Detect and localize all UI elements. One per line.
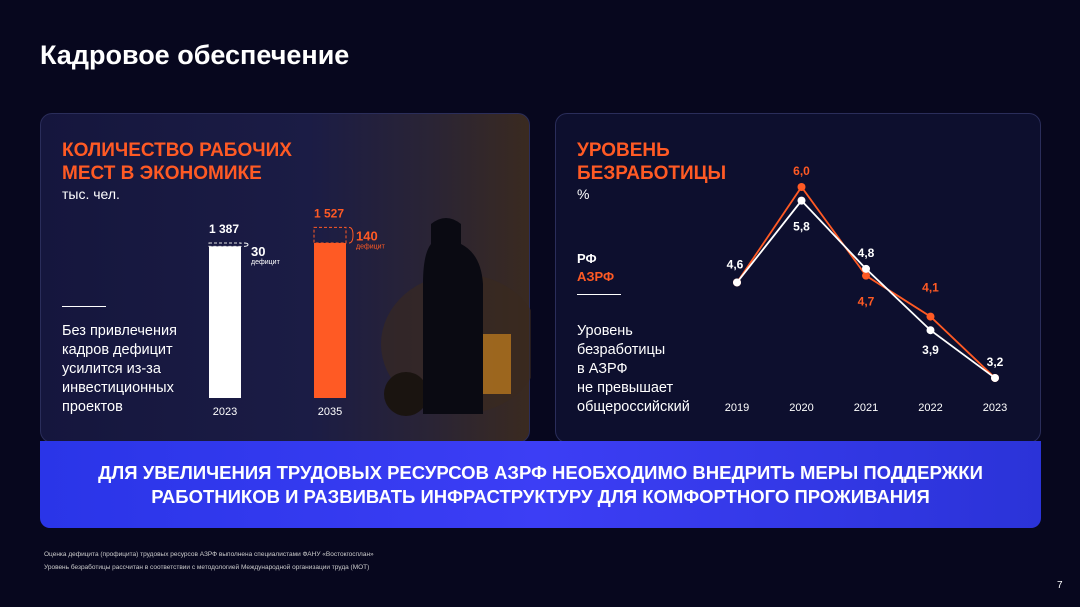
note-line: проектов <box>62 399 123 415</box>
point-РФ <box>733 278 741 287</box>
point-РФ <box>991 373 999 382</box>
data-label: 4,6 <box>727 257 744 271</box>
note-line: безработицы <box>577 342 666 358</box>
point-АЗРФ <box>926 312 935 321</box>
deficit-caption: дефицит <box>356 243 386 250</box>
x-tick-label: 2023 <box>983 402 1007 414</box>
x-tick-label: 2019 <box>725 402 749 414</box>
point-АЗРФ <box>862 271 870 280</box>
bar-value-label: 1 387 <box>209 222 239 236</box>
bar-value-label: 1 527 <box>314 206 344 220</box>
data-label: 4,7 <box>858 295 875 309</box>
bar-2023 <box>209 246 241 398</box>
note-line: не превышает <box>577 380 674 396</box>
footnote: Уровень безработицы рассчитан в соответс… <box>44 564 370 571</box>
note-line: Без привлечения <box>62 323 177 339</box>
x-tick-label: 2022 <box>918 402 942 414</box>
jobs-title-line2: МЕСТ В ЭКОНОМИКЕ <box>62 163 262 184</box>
unemployment-unit: % <box>577 186 590 202</box>
footnote: Оценка дефицита (профицита) трудовых рес… <box>44 551 374 558</box>
divider <box>62 306 106 307</box>
x-tick-label: 2023 <box>213 406 237 418</box>
jobs-card: КОЛИЧЕСТВО РАБОЧИХ МЕСТ В ЭКОНОМИКЕ тыс.… <box>40 113 531 443</box>
legend-azrf: АЗРФ <box>577 269 615 284</box>
deficit-caption: дефицит <box>251 259 281 266</box>
unemployment-title-line2: БЕЗРАБОТИЦЫ <box>577 163 727 184</box>
conclusion-banner: ДЛЯ УВЕЛИЧЕНИЯ ТРУДОВЫХ РЕСУРСОВ АЗРФ НЕ… <box>40 441 1041 528</box>
note-line: общероссийский <box>577 399 690 415</box>
deficit-box <box>208 242 242 247</box>
jobs-unit: тыс. чел. <box>62 186 120 202</box>
unemployment-line-chart: 2019 2020 2021 2022 2023 6,0 4,7 4,1 4,6 5,8 4,8 3,… <box>725 164 1007 414</box>
x-tick-label: 2020 <box>789 402 813 414</box>
point-АЗРФ <box>797 183 806 191</box>
unemployment-title-line1: УРОВЕНЬ <box>577 140 670 161</box>
miner-photo <box>381 218 531 416</box>
x-tick-label: 2021 <box>854 402 878 414</box>
note-line: Уровень <box>577 323 633 339</box>
page-title: Кадровое обеспечение <box>40 40 350 70</box>
data-label: 4,1 <box>922 281 939 295</box>
brace-icon <box>243 242 249 247</box>
point-РФ <box>926 326 935 335</box>
unemployment-card: УРОВЕНЬ БЕЗРАБОТИЦЫ % РФ АЗРФ Уровень бе… <box>555 113 1041 443</box>
data-label: 6,0 <box>793 164 810 178</box>
note-line: в АЗРФ <box>577 361 628 377</box>
deficit-box <box>313 226 347 244</box>
line-РФ <box>736 199 996 379</box>
data-label: 3,9 <box>922 343 939 357</box>
data-label: 5,8 <box>793 220 810 234</box>
banner-line1: ДЛЯ УВЕЛИЧЕНИЯ ТРУДОВЫХ РЕСУРСОВ АЗРФ НЕ… <box>98 461 983 483</box>
jobs-note: Без привлечения кадров дефицит усилится … <box>62 322 177 417</box>
note-line: усилится из-за <box>62 361 161 377</box>
deficit-value: 140 <box>356 228 378 243</box>
note-line: кадров дефицит <box>62 342 173 358</box>
note-line: инвестиционных <box>62 380 174 396</box>
divider <box>577 294 621 295</box>
data-label: 3,2 <box>987 355 1004 369</box>
jobs-title: КОЛИЧЕСТВО РАБОЧИХ МЕСТ В ЭКОНОМИКЕ <box>62 139 292 185</box>
point-РФ <box>862 264 870 273</box>
unemployment-note: Уровень безработицы в АЗРФ не превышает … <box>577 322 690 417</box>
brace-icon <box>348 226 354 244</box>
deficit-value: 30 <box>251 244 265 259</box>
point-РФ <box>797 196 806 205</box>
unemployment-title: УРОВЕНЬ БЕЗРАБОТИЦЫ <box>577 139 726 185</box>
data-label: 4,8 <box>858 246 875 260</box>
banner-line2: РАБОТНИКОВ И РАЗВИВАТЬ ИНФРАСТРУКТУРУ ДЛ… <box>151 485 930 507</box>
page-number: 7 <box>1057 580 1063 591</box>
legend-rf: РФ <box>577 251 597 266</box>
jobs-title-line1: КОЛИЧЕСТВО РАБОЧИХ <box>62 140 292 161</box>
bar-2035 <box>314 243 346 398</box>
x-tick-label: 2035 <box>318 406 342 418</box>
